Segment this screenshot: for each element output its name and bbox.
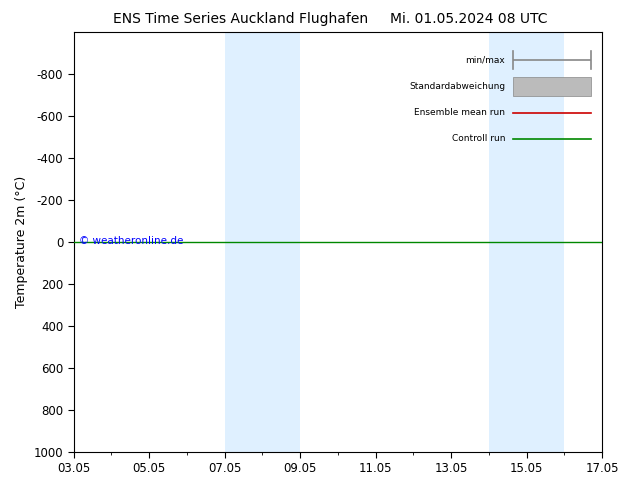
Y-axis label: Temperature 2m (°C): Temperature 2m (°C) <box>15 176 28 308</box>
Bar <box>489 32 564 452</box>
Bar <box>224 32 300 452</box>
Text: ENS Time Series Auckland Flughafen: ENS Time Series Auckland Flughafen <box>113 12 368 26</box>
Text: Mi. 01.05.2024 08 UTC: Mi. 01.05.2024 08 UTC <box>391 12 548 26</box>
Text: © weatheronline.de: © weatheronline.de <box>79 236 183 246</box>
